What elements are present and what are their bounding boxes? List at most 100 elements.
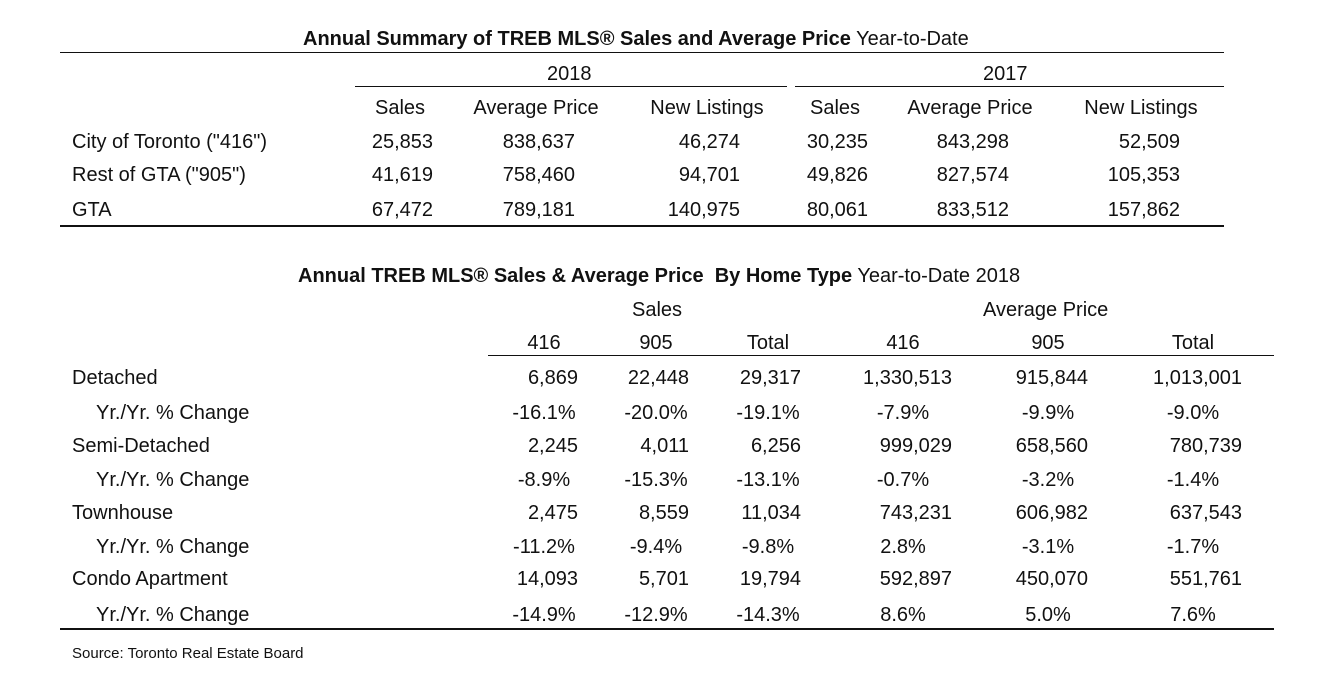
summary-cell: 833,512 (936, 199, 1009, 221)
summary-cell: 843,298 (936, 131, 1009, 153)
hometype-cell: 450,070 (1015, 568, 1088, 590)
yoy-change-cell: -0.7% (876, 469, 930, 491)
summary-cell: 157,862 (1107, 199, 1180, 221)
yoy-change-cell: -14.3% (736, 604, 800, 626)
group-label-average-price: Average Price (983, 299, 1109, 321)
yoy-change-cell: -15.3% (624, 469, 688, 491)
summary-col-header: Average Price (907, 97, 1033, 119)
yoy-change-cell: 5.0% (1025, 604, 1071, 626)
yoy-change-cell: -9.0% (1166, 402, 1220, 424)
yoy-change-cell: -20.0% (624, 402, 688, 424)
hometype-cell: 22,448 (627, 367, 689, 389)
hometype-cell: 915,844 (1015, 367, 1088, 389)
hometype-cell: 999,029 (879, 435, 952, 457)
yoy-change-cell: -3.1% (1021, 536, 1075, 558)
summary-cell: 94,701 (678, 164, 740, 186)
summary-year-2018: 2018 (547, 63, 592, 85)
yoy-change-cell: -9.9% (1021, 402, 1075, 424)
hometype-title: Annual TREB MLS® Sales & Average Price B… (298, 264, 1020, 288)
summary-row-label: City of Toronto ("416") (72, 131, 268, 153)
home-type-label: Semi-Detached (72, 435, 210, 457)
summary-cell: 105,353 (1107, 164, 1180, 186)
summary-row-label: Rest of GTA ("905") (72, 164, 246, 186)
summary-bottom-rule (60, 225, 1224, 227)
summary-cell: 52,509 (1118, 131, 1180, 153)
summary-cell: 30,235 (806, 131, 868, 153)
hometype-cell: 606,982 (1015, 502, 1088, 524)
hometype-col-header: Total (746, 332, 790, 354)
summary-cell: 758,460 (502, 164, 575, 186)
summary-year-rule-2018 (355, 86, 787, 87)
hometype-title-rest: Year-to-Date 2018 (857, 265, 1021, 287)
hometype-cell: 2,475 (527, 502, 578, 524)
hometype-cell: 592,897 (879, 568, 952, 590)
hometype-cell: 2,245 (527, 435, 578, 457)
yoy-change-cell: 2.8% (880, 536, 926, 558)
yoy-change-cell: 7.6% (1170, 604, 1216, 626)
summary-top-rule (60, 52, 1224, 53)
yoy-change-cell: -16.1% (512, 402, 576, 424)
summary-title: Annual Summary of TREB MLS® Sales and Av… (303, 27, 969, 51)
source-note: Source: Toronto Real Estate Board (72, 645, 304, 662)
summary-cell: 140,975 (667, 199, 740, 221)
hometype-cell: 29,317 (739, 367, 801, 389)
hometype-cell: 4,011 (640, 435, 689, 457)
hometype-cell: 5,701 (638, 568, 689, 590)
summary-title-rest: Year-to-Date (856, 28, 969, 50)
summary-cell: 41,619 (371, 164, 433, 186)
yoy-change-cell: -19.1% (736, 402, 800, 424)
summary-cell: 67,472 (371, 199, 433, 221)
hometype-cell: 658,560 (1015, 435, 1088, 457)
hometype-cell: 1,013,001 (1153, 367, 1242, 389)
summary-cell: 49,826 (806, 164, 868, 186)
summary-row-label: GTA (72, 199, 112, 221)
summary-cell: 25,853 (371, 131, 433, 153)
yoy-change-cell: -9.8% (741, 536, 795, 558)
home-type-label: Townhouse (72, 502, 174, 524)
hometype-cell: 14,093 (516, 568, 578, 590)
yoy-change-cell: -13.1% (736, 469, 800, 491)
summary-cell: 46,274 (678, 131, 740, 153)
hometype-col-header: 416 (527, 332, 561, 354)
yoy-change-cell: -14.9% (512, 604, 576, 626)
summary-col-header: Average Price (473, 97, 599, 119)
hometype-cell: 8,559 (638, 502, 689, 524)
yoy-change-cell: -3.2% (1021, 469, 1075, 491)
yoy-change-label: Yr./Yr. % Change (96, 536, 250, 558)
summary-cell: 80,061 (806, 199, 868, 221)
hometype-cell: 780,739 (1169, 435, 1242, 457)
home-type-label: Condo Apartment (72, 568, 228, 590)
hometype-cell: 743,231 (879, 502, 952, 524)
yoy-change-cell: -7.9% (876, 402, 930, 424)
hometype-col-header: 416 (886, 332, 920, 354)
yoy-change-cell: -1.7% (1166, 536, 1220, 558)
summary-col-header: Sales (809, 97, 861, 119)
yoy-change-cell: -11.2% (513, 536, 575, 558)
hometype-col-header: 905 (1031, 332, 1065, 354)
yoy-change-label: Yr./Yr. % Change (96, 402, 250, 424)
hometype-cell: 1,330,513 (863, 367, 952, 389)
home-type-label: Detached (72, 367, 158, 389)
summary-year-2017: 2017 (983, 63, 1028, 85)
hometype-title-bold: Annual TREB MLS® Sales & Average Price B… (298, 265, 853, 287)
hometype-cell: 11,034 (741, 502, 801, 524)
hometype-header-rule (488, 355, 1274, 356)
yoy-change-label: Yr./Yr. % Change (96, 604, 250, 626)
summary-title-bold: Annual Summary of TREB MLS® Sales and Av… (303, 28, 851, 50)
group-label-sales: Sales (632, 299, 683, 321)
summary-cell: 827,574 (936, 164, 1009, 186)
summary-col-header: Sales (374, 97, 426, 119)
summary-col-header: New Listings (650, 97, 764, 119)
yoy-change-cell: -12.9% (624, 604, 688, 626)
hometype-cell: 637,543 (1169, 502, 1242, 524)
yoy-change-cell: -1.4% (1166, 469, 1220, 491)
yoy-change-cell: -9.4% (629, 536, 683, 558)
hometype-cell: 19,794 (739, 568, 801, 590)
yoy-change-cell: -8.9% (517, 469, 571, 491)
summary-year-rule-2017 (795, 86, 1224, 87)
hometype-cell: 6,256 (750, 435, 801, 457)
hometype-cell: 551,761 (1169, 568, 1242, 590)
hometype-cell: 6,869 (527, 367, 578, 389)
summary-col-header: New Listings (1084, 97, 1198, 119)
hometype-col-header: 905 (639, 332, 673, 354)
